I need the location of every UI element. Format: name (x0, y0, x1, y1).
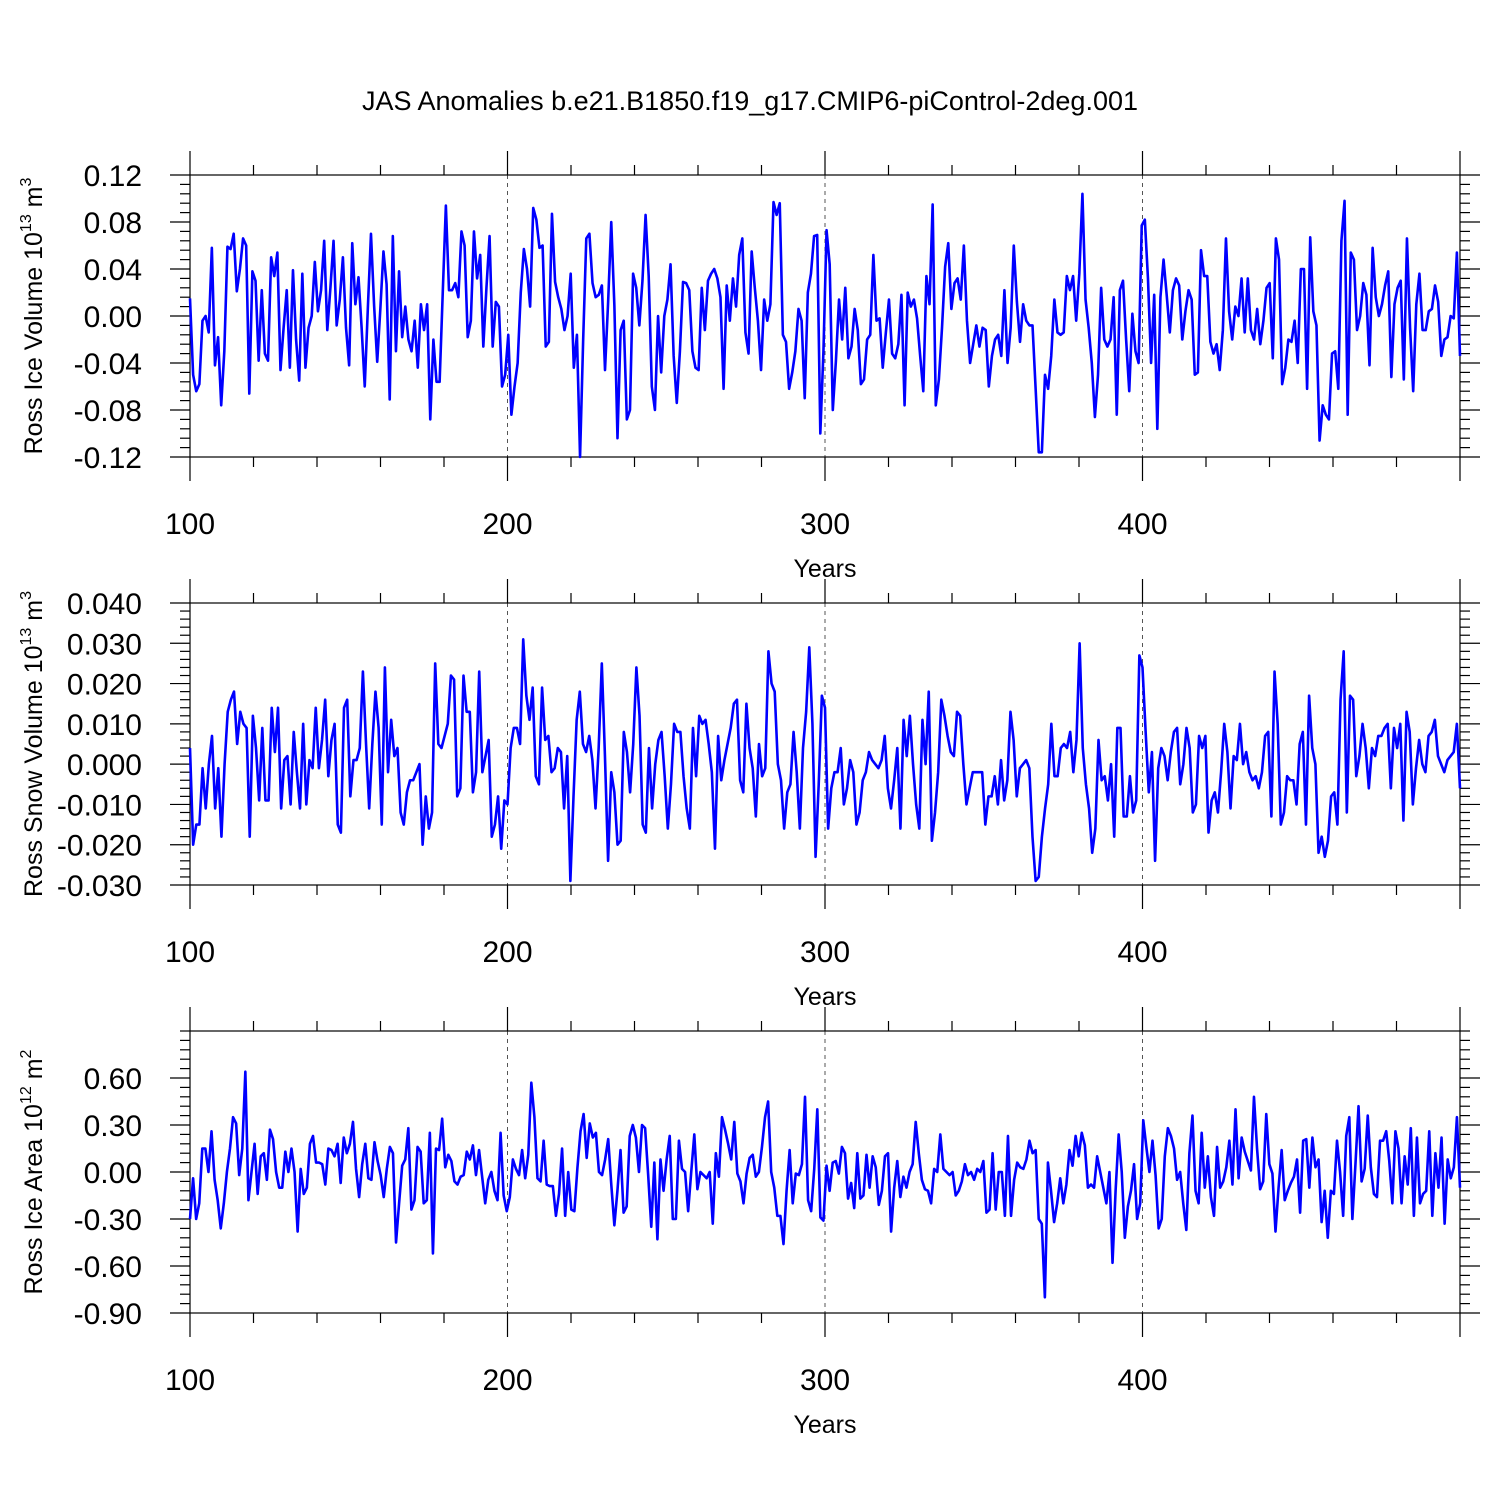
y-axis-label-text: Ross Ice Area 10 (20, 1104, 48, 1294)
y-tick-label: 0.020 (67, 669, 142, 702)
y-tick-label: -0.30 (74, 1204, 142, 1237)
x-tick-label: 100 (165, 508, 215, 541)
x-axis-label: Years (793, 555, 856, 583)
y-axis-label-exponent: 3 (18, 591, 35, 600)
y-tick-label: 0.08 (84, 207, 142, 240)
series-line-1 (188, 1070, 1462, 1299)
y-tick-label: 0.040 (67, 588, 142, 621)
x-tick-label: 300 (800, 1364, 850, 1397)
y-tick-label: 0.00 (84, 301, 142, 334)
x-tick-label: 100 (165, 1364, 215, 1397)
y-axis-label-exponent: 13 (18, 214, 35, 232)
y-axis-label-text: Ross Snow Volume 10 (20, 645, 48, 897)
y-tick-label: 0.12 (84, 160, 142, 193)
y-axis-label-text: m (20, 186, 48, 214)
y-axis-label: Ross Snow Volume 1013 m3 (18, 591, 48, 897)
x-tick-label: 200 (482, 936, 532, 969)
y-axis-label-text: m (20, 600, 48, 628)
y-axis-label: Ross Ice Volume 1013 m3 (18, 177, 48, 454)
x-tick-label: 400 (1117, 936, 1167, 969)
x-tick-label: 400 (1117, 508, 1167, 541)
x-tick-label: 200 (482, 508, 532, 541)
y-tick-label: -0.010 (57, 789, 142, 822)
y-axis-label: Ross Ice Area 1012 m2 (18, 1049, 48, 1294)
y-axis-label-exponent: 12 (18, 1086, 35, 1104)
panels: -0.12 -0.08 -0.04 0.00 0.04 0.08 0.12 100 200 300… (18, 151, 1480, 1439)
x-axis-label: Years (793, 1411, 856, 1439)
y-tick-label: -0.020 (57, 830, 142, 863)
y-tick-label: -0.12 (74, 442, 142, 475)
x-tick-label: 300 (800, 508, 850, 541)
x-ticks (189, 579, 1461, 909)
y-axis-label-exponent: 2 (18, 1049, 35, 1058)
x-ticks (189, 1007, 1461, 1337)
series-line-1 (188, 192, 1462, 459)
y-axis-label-text: m (20, 1058, 48, 1086)
x-axis-label: Years (793, 983, 856, 1011)
y-tick-label: 0.000 (67, 749, 142, 782)
y-tick-label: 0.00 (84, 1157, 142, 1190)
y-tick-label: -0.60 (74, 1251, 142, 1284)
y-tick-label: 0.60 (84, 1063, 142, 1096)
y-tick-label: -0.08 (74, 395, 142, 428)
panel-1: -0.12 -0.08 -0.04 0.00 0.04 0.08 0.12 100 200 300… (18, 151, 1480, 583)
x-tick-label: 100 (165, 936, 215, 969)
panel-2: -0.030 -0.020 -0.010 0.000 0.010 0.020 0.030 0.… (18, 579, 1480, 1011)
y-axis-label-exponent: 13 (18, 628, 35, 646)
y-tick-label: 0.030 (67, 628, 142, 661)
y-tick-label: 0.30 (84, 1110, 142, 1143)
y-ticks (170, 602, 1480, 886)
x-tick-label: 300 (800, 936, 850, 969)
y-ticks (170, 174, 1480, 458)
figure-title: JAS Anomalies b.e21.B1850.f19_g17.CMIP6-… (362, 86, 1138, 116)
x-tick-label: 400 (1117, 1364, 1167, 1397)
y-tick-label: 0.010 (67, 709, 142, 742)
y-tick-label: -0.04 (74, 348, 142, 381)
y-axis-label-exponent: 3 (18, 177, 35, 186)
y-tick-label: 0.04 (84, 254, 142, 287)
x-tick-label: 200 (482, 1364, 532, 1397)
panel-3: -0.90 -0.60 -0.30 0.00 0.30 0.60 100 200 300 400 Y… (18, 1007, 1480, 1439)
y-ticks (170, 1030, 1480, 1314)
y-tick-label: -0.030 (57, 870, 142, 903)
series-line-1 (188, 637, 1462, 883)
x-ticks (189, 151, 1461, 481)
y-axis-label-text: Ross Ice Volume 10 (20, 232, 48, 454)
y-tick-label: -0.90 (74, 1298, 142, 1331)
